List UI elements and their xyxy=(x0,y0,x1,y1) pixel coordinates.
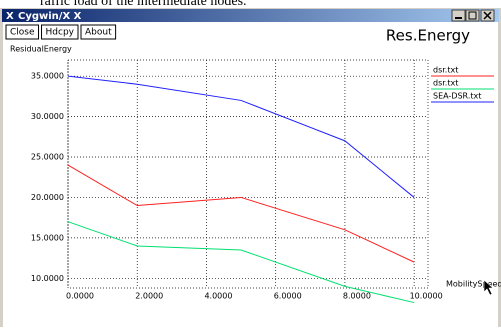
series-line xyxy=(67,75,415,198)
window-controls xyxy=(451,9,495,22)
toolbar-button-label: Close xyxy=(10,28,35,38)
window-client xyxy=(3,22,498,327)
y-tick-label: 10.0000 xyxy=(31,274,64,283)
y-tick-label: 20.0000 xyxy=(31,193,64,202)
toolbar-button-label: About xyxy=(85,28,112,38)
mouse-cursor xyxy=(483,279,494,296)
minimize-button[interactable] xyxy=(451,9,466,22)
y-axis-label: ResidualEnergy xyxy=(10,45,72,54)
y-tick-label: 15.0000 xyxy=(31,233,64,242)
x-tick-label: 8.0000 xyxy=(343,292,371,301)
x-tick-label: 0.0000 xyxy=(66,292,94,301)
title-icon: X xyxy=(6,11,14,22)
y-tick-label: 30.0000 xyxy=(31,112,64,121)
chart-title: Res.Energy xyxy=(386,27,470,45)
series-line xyxy=(67,164,415,263)
title-bar xyxy=(2,9,499,22)
series-line xyxy=(67,221,415,304)
x-tick-label: 10.0000 xyxy=(410,292,443,301)
x-tick-label: 6.0000 xyxy=(274,292,302,301)
legend-label: dsr.txt xyxy=(433,79,458,88)
toolbar-button[interactable] xyxy=(41,24,79,40)
plot-border xyxy=(67,59,429,289)
toolbar-button[interactable] xyxy=(80,24,117,40)
maximize-button[interactable] xyxy=(465,9,480,22)
y-tick-label: 25.0000 xyxy=(31,153,64,162)
x-tick-label: 2.0000 xyxy=(135,292,163,301)
x-axis-label: MobilitySpeed xyxy=(446,280,501,289)
legend-label: dsr.txt xyxy=(433,66,458,75)
x-tick-label: 4.0000 xyxy=(204,292,232,301)
y-tick-label: 35.0000 xyxy=(31,72,64,81)
window-title: Cygwin/X X xyxy=(18,11,82,22)
toolbar-button[interactable] xyxy=(5,24,40,40)
legend-label: SEA-DSR.txt xyxy=(433,92,481,101)
page-text: raffic load of the intermediate nodes. xyxy=(40,0,247,9)
toolbar-button-label: Hdcpy xyxy=(46,28,75,38)
